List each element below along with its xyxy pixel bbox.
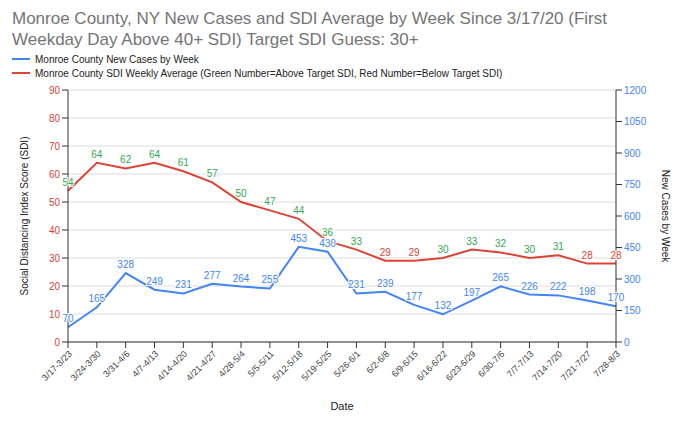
svg-text:80: 80 (49, 113, 61, 124)
svg-text:57: 57 (207, 168, 219, 179)
svg-text:7/14-7/20: 7/14-7/20 (530, 349, 564, 383)
svg-text:33: 33 (351, 236, 363, 247)
svg-text:6/9-6/15: 6/9-6/15 (389, 348, 420, 380)
svg-text:28: 28 (610, 250, 622, 261)
svg-text:0: 0 (54, 337, 60, 348)
svg-text:10: 10 (49, 309, 61, 320)
svg-text:450: 450 (624, 242, 641, 253)
svg-text:750: 750 (624, 179, 641, 190)
svg-text:Social Distancing Index Score: Social Distancing Index Score (SDI) (19, 137, 30, 296)
svg-text:3/17-3/23: 3/17-3/23 (40, 349, 74, 383)
svg-text:900: 900 (624, 148, 641, 159)
svg-text:249: 249 (146, 276, 163, 287)
svg-text:0: 0 (624, 337, 630, 348)
svg-text:198: 198 (579, 286, 596, 297)
svg-text:150: 150 (624, 305, 641, 316)
svg-text:6/2-6/8: 6/2-6/8 (364, 349, 391, 376)
svg-text:265: 265 (492, 272, 509, 283)
svg-text:300: 300 (624, 274, 641, 285)
svg-text:177: 177 (406, 291, 423, 302)
html-text:Monroe County, NY New Cases an: Monroe County, NY New Cases and SDI Aver… (12, 9, 607, 49)
svg-text:70: 70 (49, 141, 61, 152)
svg-text:5/19-5/25: 5/19-5/25 (300, 349, 334, 383)
svg-text:62: 62 (120, 154, 132, 165)
svg-text:20: 20 (49, 281, 61, 292)
svg-text:90: 90 (49, 85, 61, 96)
svg-text:453: 453 (290, 233, 307, 244)
svg-text:239: 239 (377, 278, 394, 289)
svg-text:6/30-7/6: 6/30-7/6 (476, 349, 506, 379)
svg-text:264: 264 (233, 273, 250, 284)
svg-text:197: 197 (463, 287, 480, 298)
svg-text:7/7-7/13: 7/7-7/13 (505, 348, 536, 380)
html-text:Monroe County New Cases by Wee: Monroe County New Cases by Week (35, 53, 199, 65)
svg-text:32: 32 (495, 238, 507, 249)
svg-text:6/16-6/22: 6/16-6/22 (415, 349, 449, 383)
svg-text:54: 54 (62, 177, 74, 188)
svg-text:170: 170 (608, 292, 625, 303)
svg-text:61: 61 (178, 157, 190, 168)
svg-text:4/7-4/13: 4/7-4/13 (130, 348, 161, 380)
svg-text:1200: 1200 (624, 85, 647, 96)
svg-text:30: 30 (524, 244, 536, 255)
svg-text:33: 33 (466, 236, 478, 247)
svg-text:4/28-5/4: 4/28-5/4 (217, 349, 247, 379)
svg-text:7/28-8/3: 7/28-8/3 (592, 349, 622, 379)
svg-text:Date: Date (330, 400, 353, 412)
svg-text:231: 231 (175, 279, 192, 290)
svg-text:255: 255 (262, 274, 279, 285)
svg-text:277: 277 (204, 270, 221, 281)
svg-text:30: 30 (49, 253, 61, 264)
svg-text:60: 60 (49, 169, 61, 180)
svg-text:165: 165 (88, 293, 105, 304)
html-text:Monroe County SDI Weekly Avera: Monroe County SDI Weekly Average (Green … (35, 67, 503, 79)
svg-text:28: 28 (582, 250, 594, 261)
svg-text:3/24-3/30: 3/24-3/30 (69, 349, 103, 383)
svg-text:64: 64 (149, 149, 161, 160)
svg-text:222: 222 (550, 281, 567, 292)
svg-text:5/5-5/11: 5/5-5/11 (245, 348, 276, 379)
svg-text:430: 430 (319, 238, 336, 249)
svg-text:44: 44 (293, 205, 305, 216)
svg-text:3/31-4/6: 3/31-4/6 (101, 349, 131, 379)
svg-text:36: 36 (322, 227, 334, 238)
svg-text:226: 226 (521, 281, 538, 292)
svg-text:1050: 1050 (624, 116, 647, 127)
svg-text:6/23-6/29: 6/23-6/29 (444, 349, 478, 383)
svg-text:New Cases by Week: New Cases by Week (660, 170, 671, 264)
svg-text:328: 328 (117, 259, 134, 270)
svg-text:30: 30 (437, 244, 449, 255)
svg-text:50: 50 (49, 197, 61, 208)
svg-text:47: 47 (264, 196, 276, 207)
svg-text:31: 31 (553, 241, 565, 252)
svg-text:4/14-4/20: 4/14-4/20 (155, 349, 189, 383)
svg-text:29: 29 (409, 247, 421, 258)
svg-text:231: 231 (348, 279, 365, 290)
svg-text:7/21-7/27: 7/21-7/27 (559, 349, 593, 383)
svg-text:5/26-6/1: 5/26-6/1 (332, 349, 362, 379)
svg-text:29: 29 (380, 247, 392, 258)
svg-text:70: 70 (62, 313, 74, 324)
svg-text:5/12-5/18: 5/12-5/18 (271, 349, 305, 383)
svg-text:4/21-4/27: 4/21-4/27 (184, 349, 218, 383)
svg-text:40: 40 (49, 225, 61, 236)
svg-text:600: 600 (624, 211, 641, 222)
svg-text:132: 132 (435, 300, 452, 311)
svg-text:50: 50 (235, 188, 247, 199)
svg-text:64: 64 (91, 149, 103, 160)
